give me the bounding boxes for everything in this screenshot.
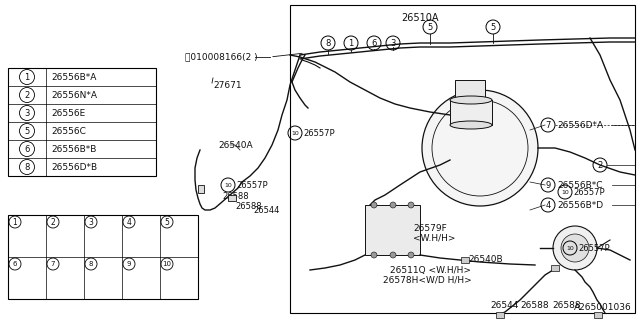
Text: 8: 8 xyxy=(325,38,331,47)
Text: 1: 1 xyxy=(13,218,17,227)
Text: 26556D*B: 26556D*B xyxy=(51,163,97,172)
Text: 26540A: 26540A xyxy=(218,140,253,149)
Text: 26556D*A: 26556D*A xyxy=(557,121,603,130)
Text: 6: 6 xyxy=(24,145,29,154)
Text: 3: 3 xyxy=(390,38,396,47)
Text: 26510A: 26510A xyxy=(401,13,439,23)
Text: 26557P: 26557P xyxy=(573,188,605,196)
Bar xyxy=(365,205,420,255)
Text: 1: 1 xyxy=(348,38,354,47)
Circle shape xyxy=(371,202,377,208)
Text: 9: 9 xyxy=(545,180,550,189)
Text: 3: 3 xyxy=(24,108,29,117)
Text: 5: 5 xyxy=(490,22,495,31)
Text: 26557P: 26557P xyxy=(578,244,610,252)
Text: 26556C: 26556C xyxy=(51,126,86,135)
Text: 10: 10 xyxy=(566,245,574,251)
Bar xyxy=(496,312,504,318)
Text: 26511Q <W.H/H>: 26511Q <W.H/H> xyxy=(390,266,471,275)
Text: 5: 5 xyxy=(428,22,433,31)
Ellipse shape xyxy=(450,96,492,104)
Bar xyxy=(594,312,602,318)
Text: 5: 5 xyxy=(164,218,170,227)
Bar xyxy=(8,68,156,176)
Circle shape xyxy=(422,90,538,206)
Text: 4: 4 xyxy=(127,218,131,227)
Bar xyxy=(198,185,204,193)
Text: 10: 10 xyxy=(224,182,232,188)
Text: 26556N*A: 26556N*A xyxy=(51,91,97,100)
Bar xyxy=(461,257,469,263)
Text: 8: 8 xyxy=(89,261,93,267)
Text: 26544: 26544 xyxy=(253,205,280,214)
Text: 10: 10 xyxy=(291,131,299,135)
Text: 26588: 26588 xyxy=(235,202,262,211)
Ellipse shape xyxy=(450,121,492,129)
Text: 26557P: 26557P xyxy=(303,129,335,138)
Text: 26540B: 26540B xyxy=(468,255,502,265)
Bar xyxy=(450,100,492,125)
Text: 26579F: 26579F xyxy=(413,223,447,233)
Text: 6: 6 xyxy=(371,38,377,47)
Text: 6: 6 xyxy=(13,261,17,267)
Circle shape xyxy=(390,202,396,208)
Text: 26588: 26588 xyxy=(222,191,248,201)
Text: 26544: 26544 xyxy=(490,300,518,309)
Text: Ⓑ010008166(2 ): Ⓑ010008166(2 ) xyxy=(185,52,258,61)
Text: 26578H<W/D H/H>: 26578H<W/D H/H> xyxy=(383,276,472,284)
Text: 26588: 26588 xyxy=(520,300,548,309)
Text: <W.H/H>: <W.H/H> xyxy=(413,234,456,243)
Text: 10: 10 xyxy=(163,261,172,267)
Bar xyxy=(228,195,236,201)
Text: 10: 10 xyxy=(561,189,569,195)
Circle shape xyxy=(371,252,377,258)
Circle shape xyxy=(561,234,589,262)
Circle shape xyxy=(390,252,396,258)
Text: A265001036: A265001036 xyxy=(574,303,632,312)
Text: 7: 7 xyxy=(545,121,550,130)
Bar xyxy=(8,215,198,299)
Text: 3: 3 xyxy=(88,218,93,227)
Text: 2: 2 xyxy=(597,161,603,170)
Text: 27671: 27671 xyxy=(213,81,242,90)
Text: 5: 5 xyxy=(24,126,29,135)
Text: 26556B*B: 26556B*B xyxy=(51,145,97,154)
Text: 26556B*C: 26556B*C xyxy=(557,180,602,189)
Text: 9: 9 xyxy=(127,261,131,267)
Text: 2: 2 xyxy=(51,218,56,227)
Circle shape xyxy=(408,202,414,208)
Text: 26557P: 26557P xyxy=(236,180,268,189)
Text: 1: 1 xyxy=(24,73,29,82)
Text: 8: 8 xyxy=(24,163,29,172)
Circle shape xyxy=(553,226,597,270)
Circle shape xyxy=(408,252,414,258)
Bar xyxy=(290,5,635,313)
Text: 26556B*D: 26556B*D xyxy=(557,201,603,210)
Text: 26556B*A: 26556B*A xyxy=(51,73,97,82)
Text: 26556E: 26556E xyxy=(51,108,85,117)
Text: 2: 2 xyxy=(24,91,29,100)
Bar xyxy=(455,80,485,102)
Text: 7: 7 xyxy=(51,261,55,267)
Text: 26588: 26588 xyxy=(552,300,580,309)
Bar xyxy=(551,265,559,271)
Text: 4: 4 xyxy=(545,201,550,210)
